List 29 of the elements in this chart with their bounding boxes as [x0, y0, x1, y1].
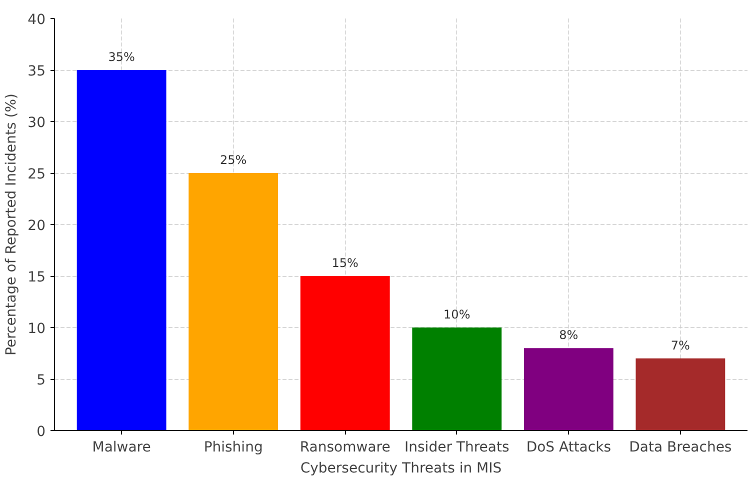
- y-tick-label: 0: [36, 424, 46, 440]
- bar: [188, 173, 278, 430]
- bar: [300, 276, 390, 430]
- y-axis-title: Percentage of Reported Incidents (%): [4, 94, 20, 356]
- x-tick-label: Phishing: [204, 440, 263, 456]
- bar: [76, 70, 166, 430]
- x-tick-label: Data Breaches: [629, 440, 732, 456]
- x-axis-title: Cybersecurity Threats in MIS: [300, 460, 502, 476]
- y-tick-label: 20: [28, 218, 46, 234]
- data-label: 35%: [108, 50, 135, 64]
- x-tick-label: Ransomware: [300, 440, 390, 456]
- y-tick-label: 10: [28, 321, 46, 337]
- y-tick-label: 40: [28, 12, 46, 28]
- y-tick-label: 5: [36, 372, 46, 388]
- bar: [412, 328, 502, 430]
- y-tick-label: 35: [28, 64, 46, 80]
- x-tick-label: Malware: [92, 440, 151, 456]
- bar: [636, 358, 726, 430]
- data-label: 25%: [220, 153, 247, 167]
- x-tick-label: DoS Attacks: [526, 440, 611, 456]
- data-label: 10%: [444, 308, 470, 322]
- bar: [524, 348, 614, 430]
- y-tick-label: 30: [28, 115, 46, 131]
- y-tick-label: 25: [28, 166, 46, 182]
- data-label: 7%: [670, 338, 690, 352]
- x-tick-label: Insider Threats: [404, 440, 510, 456]
- data-label: 15%: [332, 256, 358, 270]
- data-label: 8%: [559, 328, 578, 342]
- y-tick-label: 15: [28, 270, 46, 286]
